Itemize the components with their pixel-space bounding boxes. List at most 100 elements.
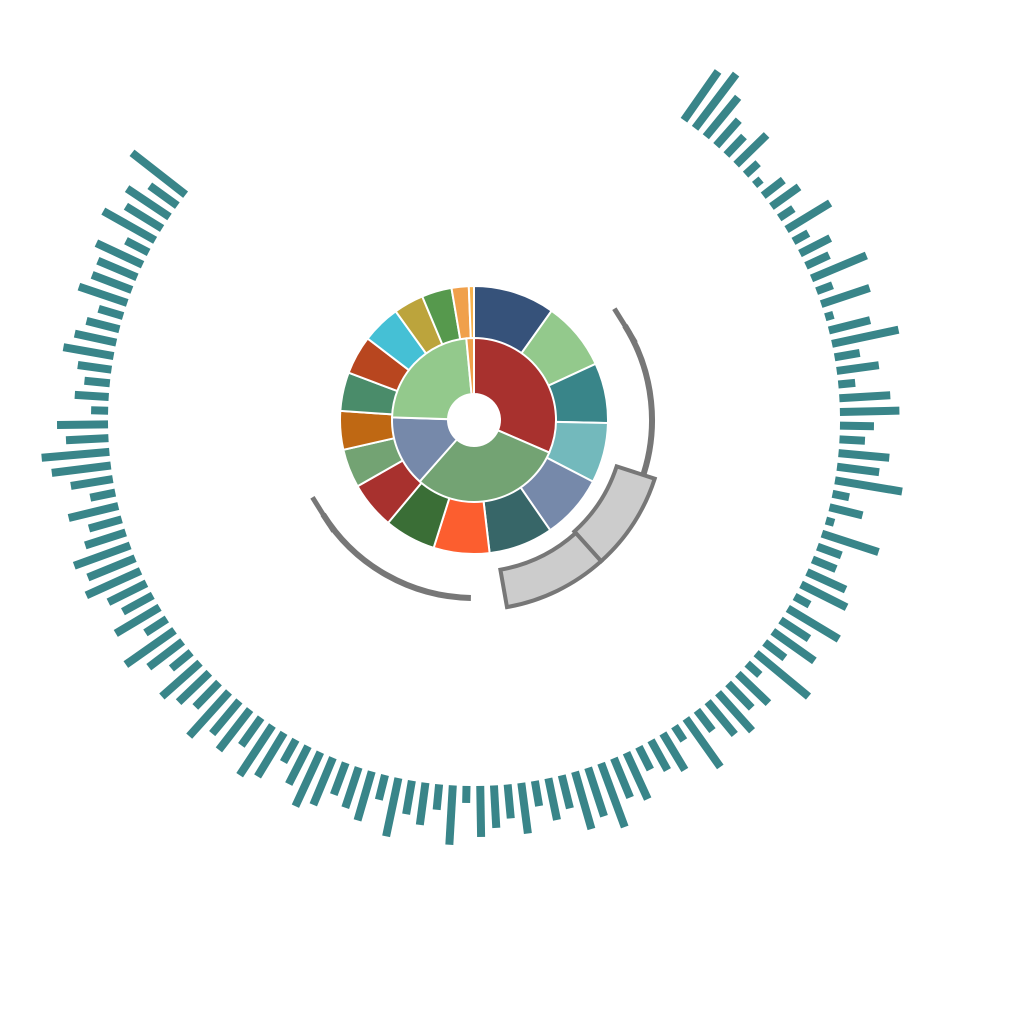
- radial-bar-35: [816, 542, 843, 560]
- gauge-band-lower: [498, 530, 604, 610]
- radial-bar-78: [309, 756, 337, 807]
- radial-bar-22: [836, 361, 880, 375]
- radial-bar-20: [831, 325, 900, 348]
- radial-bar-85: [215, 707, 254, 753]
- radial-bar-112: [84, 376, 111, 388]
- radial-bar-125: [124, 185, 172, 221]
- radial-bar-86: [209, 698, 243, 737]
- gauge-decoration: [310, 307, 658, 610]
- radial-bar-122: [124, 237, 151, 256]
- radial-bar-55: [635, 744, 654, 772]
- radial-bar-36: [810, 555, 838, 573]
- radial-bar-40: [785, 604, 841, 643]
- radial-bar-14: [804, 251, 831, 270]
- radial-bar-97: [106, 579, 149, 606]
- radial-bar-115: [73, 329, 118, 347]
- radial-bar-52: [671, 723, 688, 743]
- radial-bar-60: [571, 770, 596, 831]
- radial-bar-46: [735, 670, 772, 707]
- radial-bar-127: [129, 149, 189, 198]
- radial-bar-101: [84, 528, 127, 550]
- radial-bar-0: [680, 69, 722, 123]
- radial-bar-47: [725, 680, 755, 711]
- outer-ring: [339, 284, 609, 555]
- radial-bar-29: [836, 462, 880, 477]
- radial-bar-81: [279, 737, 300, 764]
- radial-bar-24: [839, 391, 891, 403]
- radial-bar-126: [147, 182, 180, 209]
- radial-bar-58: [597, 761, 629, 829]
- radial-bar-73: [382, 777, 403, 838]
- radial-bar-13: [798, 234, 833, 258]
- radial-bar-25: [839, 406, 900, 416]
- radial-bar-51: [682, 716, 724, 770]
- radial-bar-114: [62, 343, 115, 361]
- radial-bar-38: [799, 580, 849, 611]
- radial-bar-1: [691, 71, 740, 131]
- radial-bar-67: [476, 785, 486, 838]
- radial-bar-41: [778, 616, 812, 642]
- radial-bar-102: [87, 515, 123, 533]
- radial-bar-48: [715, 690, 756, 734]
- radial-bar-113: [77, 361, 113, 374]
- radial-bar-59: [584, 766, 608, 818]
- radial-bar-7: [751, 176, 764, 189]
- radial-bar-44: [753, 650, 812, 700]
- radial-bar-26: [839, 421, 875, 431]
- radial-bar-124: [123, 202, 165, 232]
- radial-bar-18: [824, 311, 835, 322]
- radial-bar-79: [291, 750, 325, 808]
- radial-bar-31: [831, 489, 850, 502]
- radial-bar-74: [374, 774, 389, 801]
- radial-bar-103: [67, 502, 120, 522]
- radial-bar-107: [41, 447, 110, 462]
- inner-ring-segment-0: [473, 336, 557, 454]
- gauge-arc-right: [622, 324, 655, 482]
- radial-bar-49: [704, 699, 738, 737]
- radial-bar-72: [402, 780, 416, 815]
- radial-bar-33: [824, 516, 836, 527]
- radial-bar-19: [827, 316, 872, 335]
- radial-bar-117: [97, 304, 125, 320]
- radial-bar-6: [742, 160, 761, 178]
- radial-bar-119: [90, 271, 134, 294]
- radial-bar-92: [146, 638, 186, 671]
- radial-bar-84: [238, 715, 265, 748]
- radial-bar-57: [610, 756, 634, 800]
- radial-bar-56: [622, 751, 652, 801]
- radial-bar-105: [70, 475, 114, 490]
- radial-bar-66: [489, 785, 501, 829]
- radial-bar-90: [159, 659, 203, 700]
- radial-bar-116: [85, 316, 121, 334]
- radial-bar-43: [762, 639, 788, 662]
- radial-bar-71: [415, 782, 430, 826]
- radial-bar-98: [84, 567, 143, 600]
- radial-bar-94: [143, 615, 170, 637]
- radial-bar-27: [839, 435, 866, 445]
- radial-bar-32: [828, 503, 864, 520]
- radial-bar-37: [805, 568, 848, 594]
- radial-bar-8: [760, 176, 786, 199]
- radial-bar-53: [659, 731, 689, 772]
- radial-bar-75: [353, 770, 376, 822]
- radial-bar-17: [819, 284, 871, 308]
- radial-bar-83: [236, 723, 276, 778]
- radial-bar-61: [557, 774, 574, 810]
- radial-bar-69: [445, 785, 457, 846]
- gauge-arc-bottom: [320, 512, 471, 601]
- radial-bar-100: [72, 541, 132, 570]
- radial-bar-82: [254, 730, 288, 779]
- radial-bar-12: [791, 229, 811, 245]
- radial-bar-70: [432, 783, 444, 811]
- radial-bar-4: [723, 133, 747, 158]
- radial-bar-111: [74, 390, 109, 401]
- radial-bar-54: [647, 738, 671, 773]
- radial-bar-ring: [41, 69, 903, 846]
- radial-bar-11: [784, 199, 833, 233]
- radial-bar-76: [341, 766, 363, 809]
- radial-bar-62: [544, 777, 561, 821]
- radial-bar-9: [769, 183, 802, 210]
- radial-bar-121: [94, 239, 145, 269]
- radial-bar-80: [285, 744, 312, 786]
- radial-bar-23: [837, 378, 856, 389]
